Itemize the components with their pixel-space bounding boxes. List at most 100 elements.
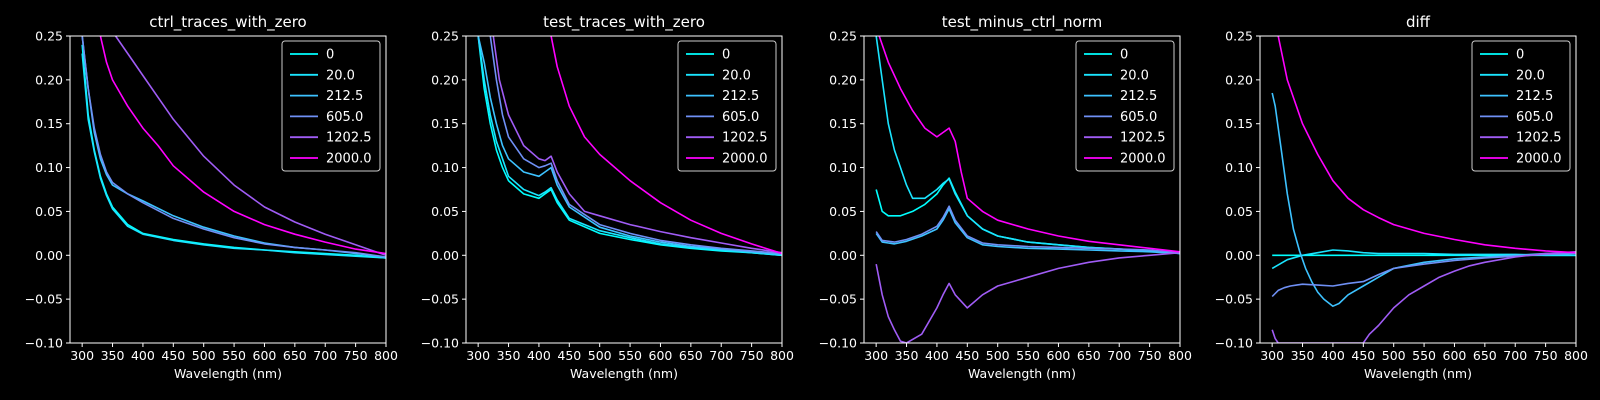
- legend-entry-label: 212.5: [1516, 89, 1553, 104]
- legend-entry-label: 605.0: [1516, 110, 1553, 125]
- plot-frame: [69, 35, 387, 344]
- legend-entry-label: 0: [1120, 48, 1128, 63]
- x-tick-label: 550: [618, 348, 642, 363]
- series-line-1202.5: [492, 36, 782, 254]
- y-tick-label: 0.00: [829, 248, 857, 263]
- x-tick-label: 600: [1047, 348, 1071, 363]
- legend-entry-label: 0: [722, 48, 730, 63]
- chart-panel-4: diff 300 350 400 450 500 550 600 650 700 750 800 −0.…: [1215, 13, 1588, 381]
- y-tick-label: 0.00: [1225, 248, 1253, 263]
- series-line-1202.5: [875, 251, 1180, 343]
- y-tick-label: 0.10: [829, 160, 857, 175]
- series-line-605.0: [875, 205, 1180, 254]
- y-tick-label: −0.10: [1215, 336, 1253, 351]
- x-tick-label: 400: [1321, 348, 1345, 363]
- x-tick-label: 300: [864, 348, 888, 363]
- x-tick-label: 650: [679, 348, 703, 363]
- series-line-2000.0: [878, 36, 1180, 253]
- x-tick-label: 600: [1443, 348, 1467, 363]
- plot-frame: [1259, 35, 1577, 344]
- x-tick-label: 600: [253, 348, 277, 363]
- y-tick-label: 0.05: [431, 204, 459, 219]
- series-line-2000.0: [550, 36, 782, 255]
- series-line-2000.0: [1277, 36, 1576, 254]
- series-line-212.5: [477, 36, 782, 256]
- y-tick-label: 0.25: [1225, 29, 1253, 44]
- legend: 0 20.0 212.5 605.0 1202.5 2000.0: [1075, 40, 1175, 172]
- x-tick-label: 350: [1291, 348, 1315, 363]
- x-tick-label: 350: [895, 348, 919, 363]
- x-tick-label: 700: [1107, 348, 1131, 363]
- y-tick-label: 0.15: [1225, 116, 1253, 131]
- series-line-605.0: [81, 36, 386, 258]
- series-line-20.0: [477, 36, 782, 257]
- chart-title: ctrl_traces_with_zero: [149, 13, 306, 32]
- legend-entry-label: 605.0: [326, 110, 363, 125]
- series-line-20.0: [1271, 249, 1576, 270]
- legend-entry-label: 2000.0: [1120, 152, 1166, 167]
- y-tick-label: 0.15: [829, 116, 857, 131]
- legend-entry-label: 605.0: [1120, 110, 1157, 125]
- x-tick-label: 550: [1016, 348, 1040, 363]
- legend: 0 20.0 212.5 605.0 1202.5 2000.0: [281, 40, 381, 172]
- x-tick-label: 750: [1534, 348, 1558, 363]
- x-tick-label: 450: [557, 348, 581, 363]
- y-tick-label: −0.10: [819, 336, 857, 351]
- x-axis-label: Wavelength (nm): [968, 366, 1076, 381]
- y-tick-label: 0.10: [431, 160, 459, 175]
- legend-box: [677, 40, 777, 172]
- legend-entry-label: 20.0: [722, 68, 751, 83]
- x-tick-label: 800: [374, 348, 398, 363]
- x-tick-label: 750: [344, 348, 368, 363]
- legend-entry-label: 212.5: [326, 89, 363, 104]
- y-tick-label: −0.10: [421, 336, 459, 351]
- x-tick-label: 800: [1168, 348, 1192, 363]
- legend-entry-label: 0: [1516, 48, 1524, 63]
- x-tick-label: 450: [1351, 348, 1375, 363]
- x-tick-label: 650: [1473, 348, 1497, 363]
- legend-entry-label: 20.0: [326, 68, 355, 83]
- legend: 0 20.0 212.5 605.0 1202.5 2000.0: [677, 40, 777, 172]
- legend: 0 20.0 212.5 605.0 1202.5 2000.0: [1471, 40, 1571, 172]
- x-tick-label: 550: [222, 348, 246, 363]
- legend-entry-label: 605.0: [722, 110, 759, 125]
- x-tick-label: 400: [131, 348, 155, 363]
- legend-entry-label: 212.5: [1120, 89, 1157, 104]
- y-tick-label: 0.10: [1225, 160, 1253, 175]
- chart-title: test_traces_with_zero: [543, 13, 705, 32]
- x-tick-label: 700: [1503, 348, 1527, 363]
- x-tick-label: 350: [497, 348, 521, 363]
- y-tick-label: 0.05: [1225, 204, 1253, 219]
- legend-entry-label: 0: [326, 48, 334, 63]
- x-tick-label: 350: [101, 348, 125, 363]
- legend-entry-label: 212.5: [722, 89, 759, 104]
- y-tick-label: 0.00: [431, 248, 459, 263]
- x-tick-label: 750: [1138, 348, 1162, 363]
- chart-title: diff: [1406, 13, 1431, 31]
- legend-entry-label: 1202.5: [1516, 131, 1562, 146]
- y-tick-label: −0.05: [1215, 292, 1253, 307]
- x-tick-label: 500: [192, 348, 216, 363]
- legend-box: [1471, 40, 1571, 172]
- legend-entry-label: 2000.0: [722, 152, 768, 167]
- y-tick-label: −0.05: [819, 292, 857, 307]
- y-tick-label: 0.00: [35, 248, 63, 263]
- series-line-605.0: [489, 36, 782, 255]
- series-line-2000.0: [99, 36, 386, 255]
- x-axis-label: Wavelength (nm): [174, 366, 282, 381]
- y-tick-label: 0.10: [35, 160, 63, 175]
- x-tick-label: 400: [925, 348, 949, 363]
- x-tick-label: 500: [986, 348, 1010, 363]
- series-line-20.0: [81, 53, 386, 259]
- y-tick-label: 0.25: [829, 29, 857, 44]
- x-tick-label: 400: [527, 348, 551, 363]
- x-tick-label: 650: [283, 348, 307, 363]
- y-tick-label: −0.05: [421, 292, 459, 307]
- chart-panel-1: ctrl_traces_with_zero 300 350 400 450 500 550 6…: [25, 13, 398, 381]
- series-line-20.0: [875, 36, 1180, 255]
- y-tick-label: 0.20: [431, 72, 459, 87]
- series-line-1202.5: [1271, 251, 1576, 343]
- x-tick-label: 550: [1412, 348, 1436, 363]
